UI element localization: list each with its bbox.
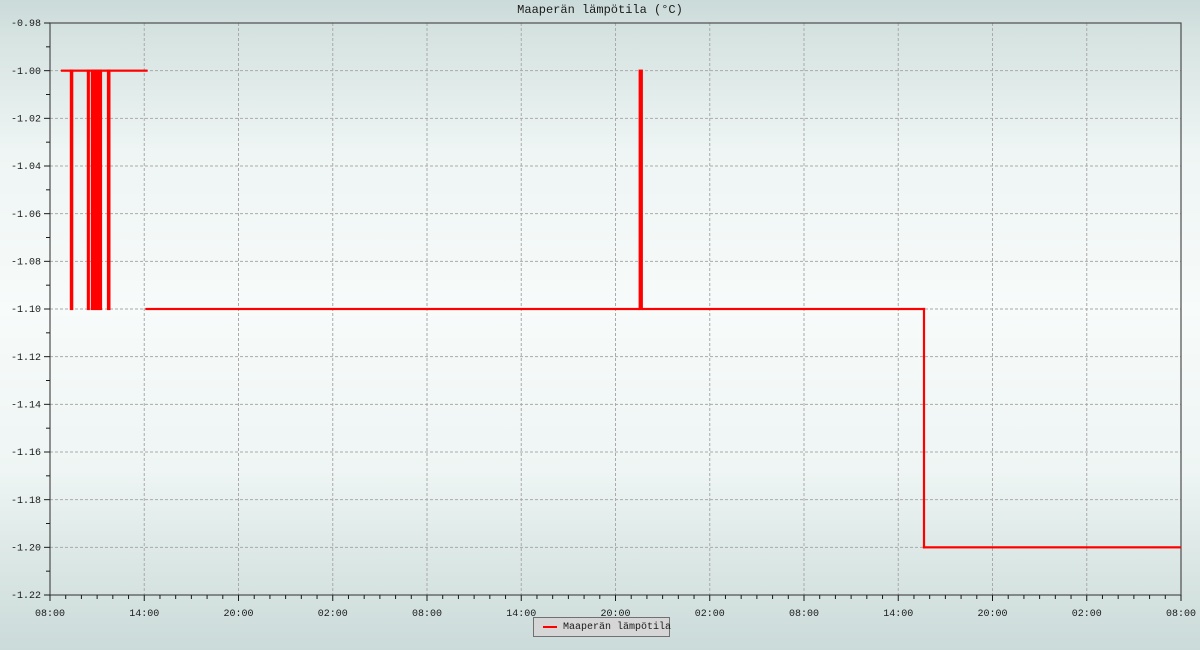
svg-text:-1.16: -1.16 bbox=[11, 448, 41, 459]
svg-text:02:00: 02:00 bbox=[318, 609, 348, 620]
svg-text:-1.00: -1.00 bbox=[11, 67, 41, 78]
svg-text:20:00: 20:00 bbox=[977, 609, 1007, 620]
svg-text:08:00: 08:00 bbox=[35, 609, 65, 620]
svg-text:-1.10: -1.10 bbox=[11, 305, 41, 316]
svg-text:14:00: 14:00 bbox=[883, 609, 913, 620]
svg-text:14:00: 14:00 bbox=[506, 609, 536, 620]
svg-text:-1.18: -1.18 bbox=[11, 496, 41, 507]
svg-text:-1.12: -1.12 bbox=[11, 353, 41, 364]
svg-text:08:00: 08:00 bbox=[1166, 609, 1196, 620]
svg-text:-1.14: -1.14 bbox=[11, 401, 41, 412]
svg-text:02:00: 02:00 bbox=[695, 609, 725, 620]
svg-text:20:00: 20:00 bbox=[223, 609, 253, 620]
svg-text:-1.08: -1.08 bbox=[11, 258, 41, 269]
svg-text:-1.22: -1.22 bbox=[11, 591, 41, 602]
svg-text:-1.20: -1.20 bbox=[11, 544, 41, 555]
svg-text:-1.04: -1.04 bbox=[11, 162, 41, 173]
svg-text:-1.06: -1.06 bbox=[11, 210, 41, 221]
svg-text:-0.98: -0.98 bbox=[11, 19, 41, 30]
svg-text:08:00: 08:00 bbox=[789, 609, 819, 620]
svg-text:02:00: 02:00 bbox=[1072, 609, 1102, 620]
svg-text:-1.02: -1.02 bbox=[11, 115, 41, 126]
svg-text:08:00: 08:00 bbox=[412, 609, 442, 620]
svg-text:14:00: 14:00 bbox=[129, 609, 159, 620]
